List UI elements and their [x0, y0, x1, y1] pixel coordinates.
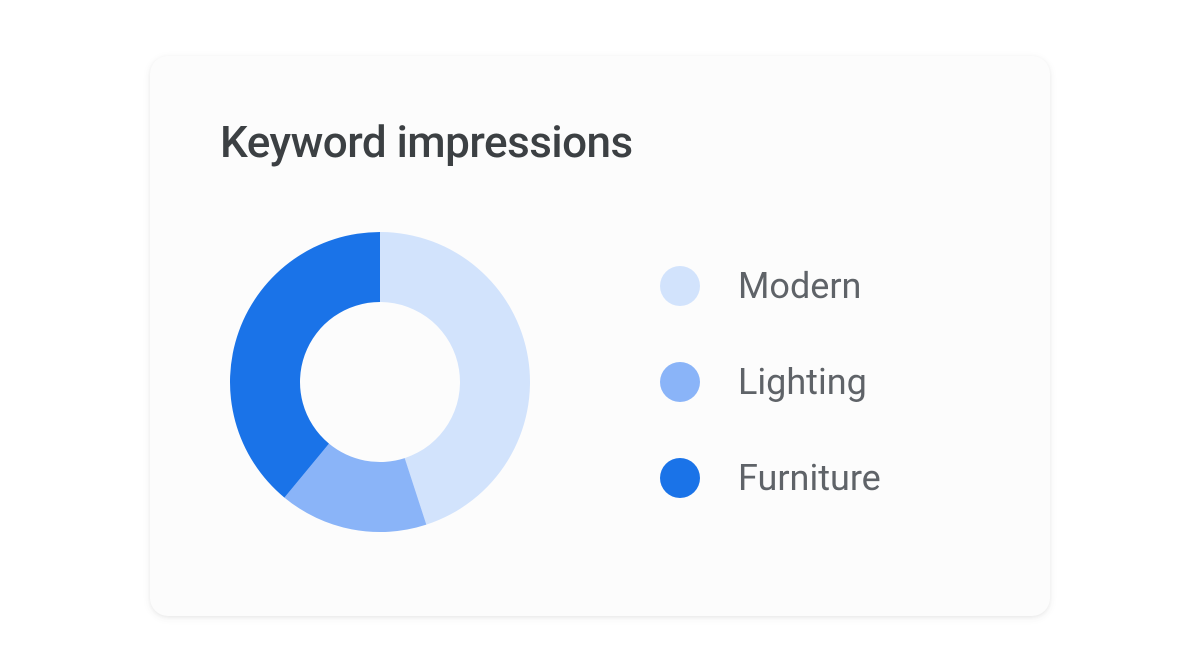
legend-item-lighting: Lighting [660, 361, 881, 403]
card-title: Keyword impressions [220, 116, 980, 168]
legend-label: Lighting [738, 361, 867, 403]
legend-item-furniture: Furniture [660, 457, 881, 499]
legend-dot-icon [660, 266, 700, 306]
donut-chart-svg [220, 222, 540, 542]
legend-item-modern: Modern [660, 265, 881, 307]
donut-segment-furniture [230, 232, 380, 498]
legend-label: Modern [738, 265, 861, 307]
legend: Modern Lighting Furniture [660, 265, 881, 499]
legend-label: Furniture [738, 457, 881, 499]
content-row: Modern Lighting Furniture [220, 198, 980, 566]
legend-dot-icon [660, 362, 700, 402]
canvas: Keyword impressions Modern Lighting Furn… [0, 0, 1200, 672]
donut-chart [210, 212, 550, 552]
keyword-impressions-card: Keyword impressions Modern Lighting Furn… [150, 56, 1050, 616]
legend-dot-icon [660, 458, 700, 498]
